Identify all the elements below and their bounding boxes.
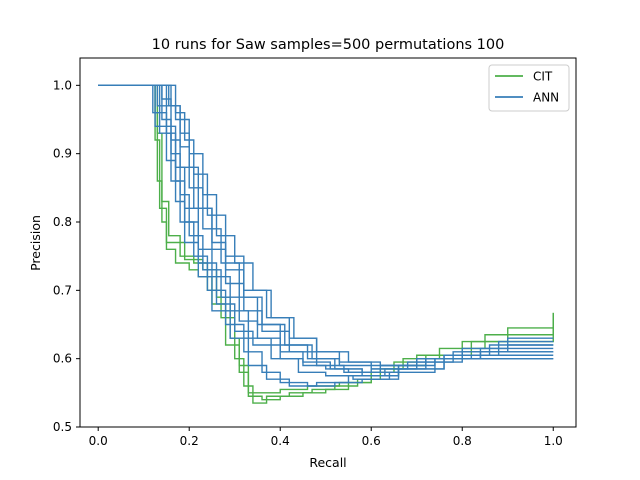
x-tick-label: 0.2 <box>180 434 199 448</box>
y-tick-label: 0.9 <box>53 147 72 161</box>
ann-run-8-line <box>98 84 554 374</box>
legend-label-ann: ANN <box>533 91 559 105</box>
y-axis: 0.5 0.6 0.7 0.8 0.9 1.0 <box>53 78 80 434</box>
legend-label-cit: CIT <box>533 70 553 84</box>
x-tick-label: 1.0 <box>544 434 563 448</box>
chart-title: 10 runs for Saw samples=500 permutations… <box>152 37 505 53</box>
ann-run-7-line <box>98 84 554 367</box>
y-tick-label: 0.8 <box>53 215 72 229</box>
plot-frame <box>79 57 577 428</box>
ann-run-9-line <box>98 84 554 387</box>
legend: CIT ANN <box>488 64 570 112</box>
x-tick-label: 0.4 <box>271 434 290 448</box>
y-tick-label: 0.6 <box>53 352 72 366</box>
y-axis-label: Precision <box>28 215 43 271</box>
x-axis: 0.0 0.2 0.4 0.6 0.8 1.0 <box>89 427 563 448</box>
x-tick-label: 0.6 <box>362 434 381 448</box>
x-tick-label: 0.0 <box>89 434 108 448</box>
y-tick-label: 0.7 <box>53 283 72 297</box>
x-axis-label: Recall <box>309 455 346 470</box>
y-tick-label: 0.5 <box>53 420 72 434</box>
y-tick-label: 1.0 <box>53 78 72 92</box>
ann-run-10-line <box>98 84 554 370</box>
x-tick-label: 0.8 <box>453 434 472 448</box>
series-layer <box>98 84 554 404</box>
